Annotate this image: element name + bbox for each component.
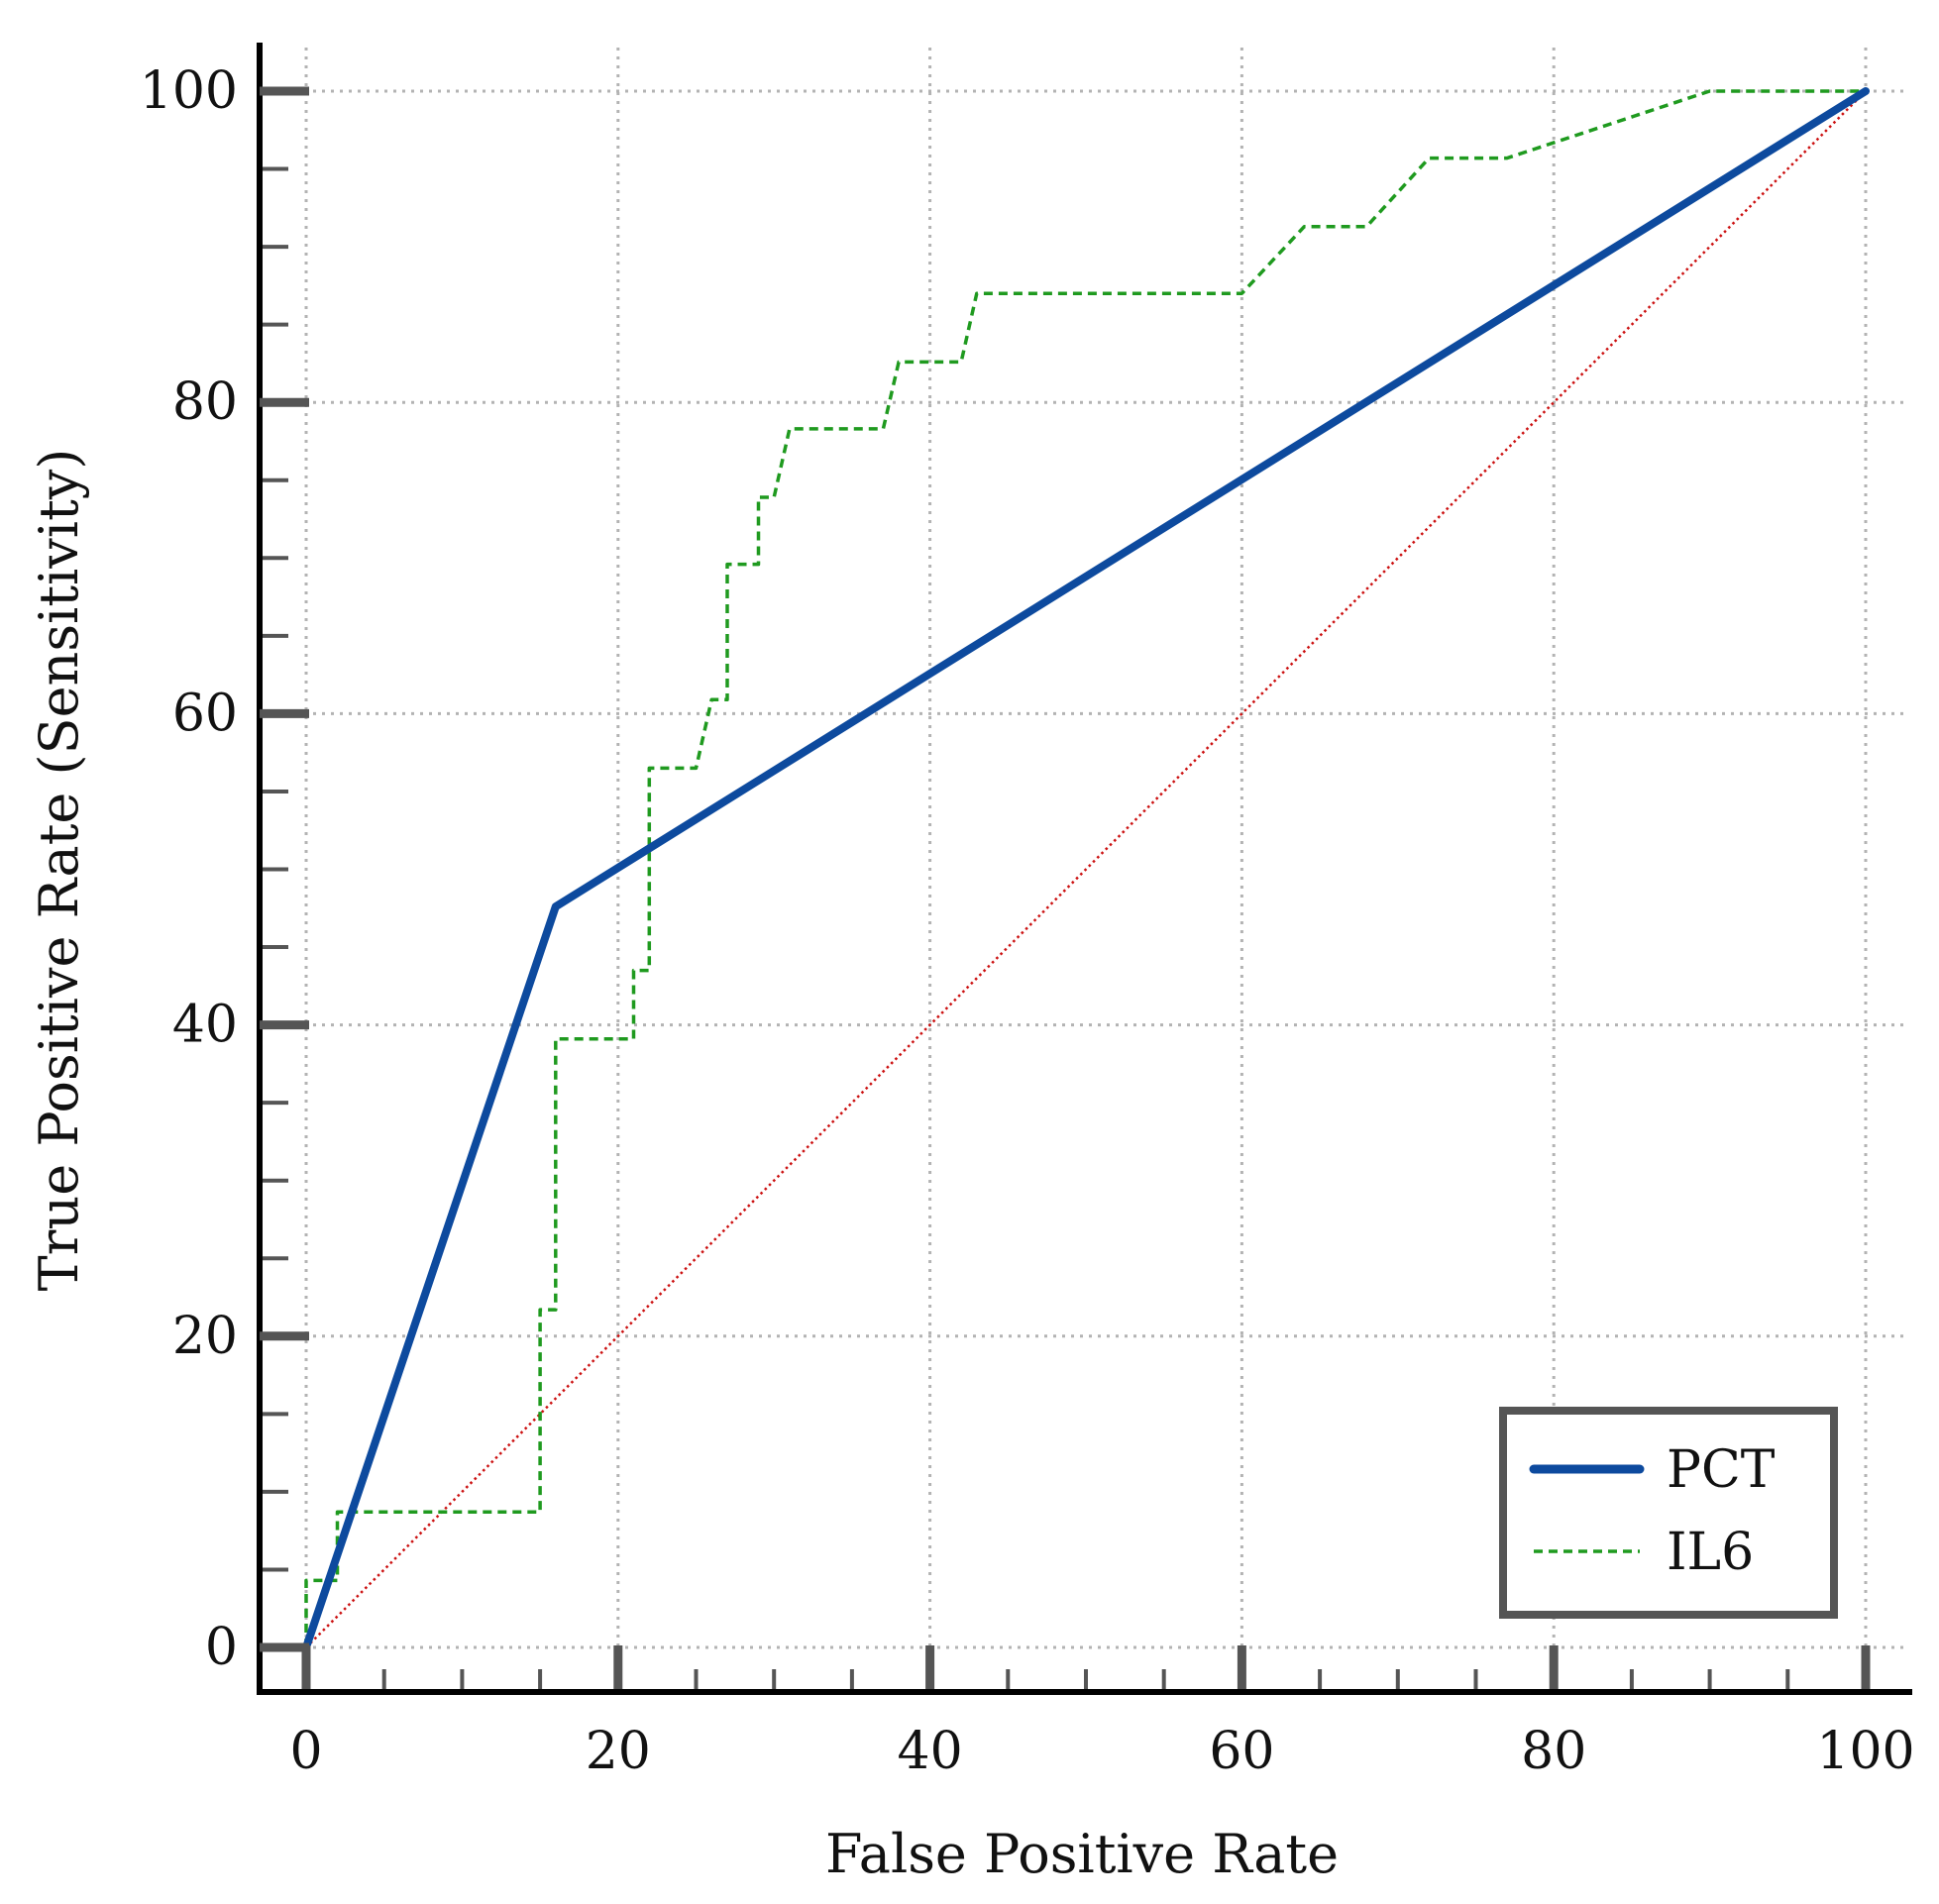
y-tick-label: 20	[172, 1307, 238, 1366]
x-tick-label: 20	[586, 1722, 651, 1781]
series-line-pct	[302, 87, 1870, 1651]
series-line-il6	[304, 89, 1866, 1647]
y-tick-label: 40	[172, 996, 238, 1055]
x-tick-label: 100	[1816, 1722, 1914, 1781]
legend-label-il6: IL6	[1667, 1523, 1754, 1582]
series-line-reference	[305, 90, 1867, 1648]
labels: False Positive Rate True Positive Rate (…	[28, 449, 1339, 1885]
y-tick-label: 0	[205, 1618, 238, 1677]
x-tick-label: 60	[1209, 1722, 1274, 1781]
x-tick-label: 40	[898, 1722, 963, 1781]
legend-label-pct: PCT	[1667, 1440, 1776, 1500]
x-tick-label: 0	[289, 1722, 322, 1781]
legend: PCT IL6	[1499, 1407, 1838, 1619]
series	[302, 87, 1870, 1651]
x-tick-label: 80	[1521, 1722, 1586, 1781]
y-axis-label: True Positive Rate (Sensitivity)	[28, 449, 90, 1292]
axes: 0 20 40 60 80 100 0 20 40 60 80 100	[140, 43, 1915, 1781]
x-axis-label: False Positive Rate	[825, 1823, 1339, 1885]
y-tick-label: 80	[172, 372, 238, 432]
legend-box	[1499, 1407, 1838, 1619]
y-tick-label: 100	[140, 61, 238, 121]
y-tick-label: 60	[172, 684, 238, 743]
